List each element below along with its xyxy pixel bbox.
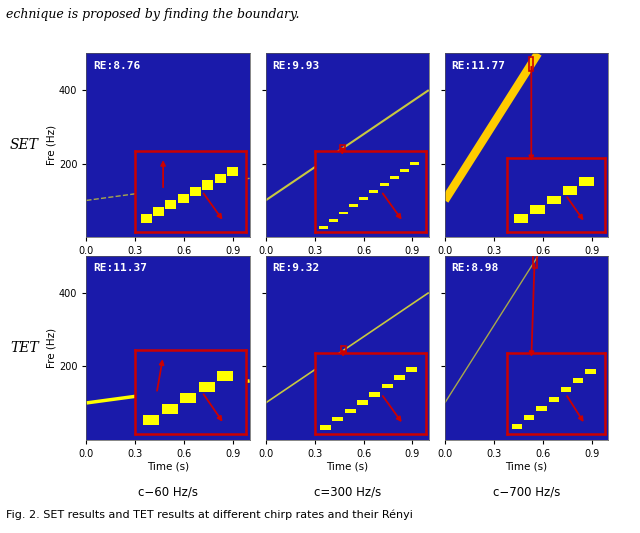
Bar — [160, 186, 166, 194]
Bar — [529, 56, 533, 71]
Bar — [342, 346, 346, 354]
X-axis label: Time (s): Time (s) — [326, 462, 368, 472]
Text: c=300 Hz/s: c=300 Hz/s — [314, 485, 381, 498]
Text: RE:9.32: RE:9.32 — [272, 263, 319, 273]
Text: Fig. 2. SET results and TET results at different chirp rates and their Rényi: Fig. 2. SET results and TET results at d… — [6, 509, 413, 520]
X-axis label: Time (s): Time (s) — [147, 462, 189, 472]
Y-axis label: Fre (Hz): Fre (Hz) — [46, 328, 56, 368]
Y-axis label: Fre (Hz): Fre (Hz) — [46, 125, 56, 165]
Text: TET: TET — [10, 341, 38, 355]
X-axis label: Time (s): Time (s) — [147, 259, 189, 269]
Text: RE:8.98: RE:8.98 — [451, 263, 499, 273]
Text: RE:9.93: RE:9.93 — [272, 61, 319, 71]
Text: RE:8.76: RE:8.76 — [93, 61, 140, 71]
Text: c−60 Hz/s: c−60 Hz/s — [138, 485, 198, 498]
X-axis label: Time (s): Time (s) — [326, 259, 368, 269]
Bar — [532, 255, 536, 268]
Text: SET: SET — [10, 138, 39, 152]
Text: echnique is proposed by finding the boundary.: echnique is proposed by finding the boun… — [6, 8, 300, 21]
Text: RE:11.37: RE:11.37 — [93, 263, 147, 273]
Bar — [340, 145, 345, 152]
X-axis label: Time (s): Time (s) — [506, 259, 547, 269]
Text: c−700 Hz/s: c−700 Hz/s — [493, 485, 560, 498]
Text: RE:11.77: RE:11.77 — [451, 61, 506, 71]
X-axis label: Time (s): Time (s) — [506, 462, 547, 472]
Bar — [154, 391, 160, 396]
